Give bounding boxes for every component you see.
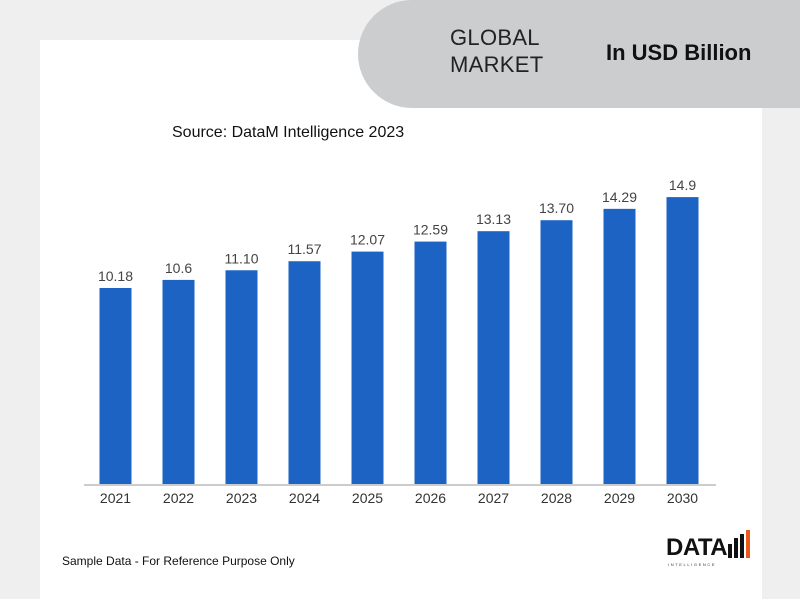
bar-2026 <box>414 241 447 484</box>
bar-2023 <box>225 270 258 484</box>
data-label-2025: 12.07 <box>350 232 385 248</box>
x-tick-2026: 2026 <box>415 490 446 506</box>
data-label-2022: 10.6 <box>165 260 192 276</box>
bar-2030 <box>666 197 699 484</box>
bar-2029 <box>603 208 636 484</box>
x-tick-2023: 2023 <box>226 490 257 506</box>
x-tick-2030: 2030 <box>667 490 698 506</box>
logo-bars-icon <box>728 530 750 558</box>
x-tick-2024: 2024 <box>289 490 320 506</box>
data-label-2030: 14.9 <box>669 177 696 193</box>
data-label-2028: 13.70 <box>539 200 574 216</box>
bar-2025 <box>351 251 384 484</box>
x-tick-2029: 2029 <box>604 490 635 506</box>
logo-text: DATA <box>666 534 728 561</box>
logo-subtext: INTELLIGENCE <box>668 562 717 567</box>
data-label-2027: 13.13 <box>476 211 511 227</box>
datam-logo: DATA INTELLIGENCE <box>666 524 756 572</box>
data-label-2026: 12.59 <box>413 222 448 238</box>
x-tick-2028: 2028 <box>541 490 572 506</box>
bar-2027 <box>477 231 510 484</box>
source-text: Source: DataM Intelligence 2023 <box>172 124 405 141</box>
footer-note: Sample Data - For Reference Purpose Only <box>62 554 295 568</box>
x-tick-2021: 2021 <box>100 490 131 506</box>
data-label-2024: 11.57 <box>288 241 322 257</box>
unit-label: In USD Billion <box>606 40 752 65</box>
header-banner <box>358 0 800 108</box>
data-label-2029: 14.29 <box>602 189 637 205</box>
bar-2022 <box>162 279 195 484</box>
bar-2028 <box>540 220 573 484</box>
x-tick-2022: 2022 <box>163 490 194 506</box>
x-tick-2027: 2027 <box>478 490 509 506</box>
chart-card <box>40 40 762 599</box>
market-title: GLOBAL MARKET <box>450 25 544 77</box>
x-tick-2025: 2025 <box>352 490 383 506</box>
data-label-2021: 10.18 <box>98 268 133 284</box>
data-label-2023: 11.10 <box>225 250 259 266</box>
bar-2021 <box>99 287 132 484</box>
bar-2024 <box>288 261 321 484</box>
